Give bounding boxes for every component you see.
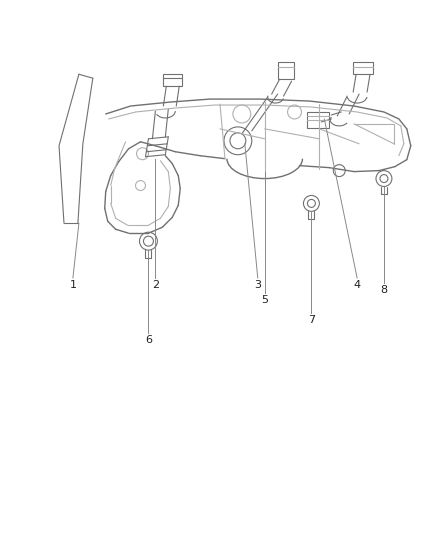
Text: 4: 4 bbox=[353, 280, 360, 290]
Text: 5: 5 bbox=[261, 295, 268, 305]
Text: 2: 2 bbox=[152, 280, 159, 290]
Text: 8: 8 bbox=[380, 285, 388, 295]
Text: 3: 3 bbox=[254, 280, 261, 290]
Text: 7: 7 bbox=[308, 314, 315, 325]
Text: 6: 6 bbox=[145, 335, 152, 344]
Text: 1: 1 bbox=[70, 280, 77, 290]
